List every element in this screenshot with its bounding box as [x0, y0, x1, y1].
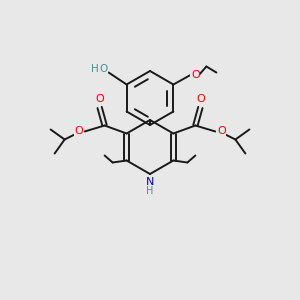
Text: O: O	[191, 70, 200, 80]
Text: O: O	[217, 125, 226, 136]
Text: N: N	[146, 177, 154, 187]
Text: O: O	[95, 94, 104, 104]
Text: H: H	[146, 186, 154, 196]
Text: H: H	[91, 64, 98, 74]
Text: O: O	[74, 125, 83, 136]
Text: O: O	[100, 64, 108, 74]
Text: O: O	[196, 94, 205, 104]
